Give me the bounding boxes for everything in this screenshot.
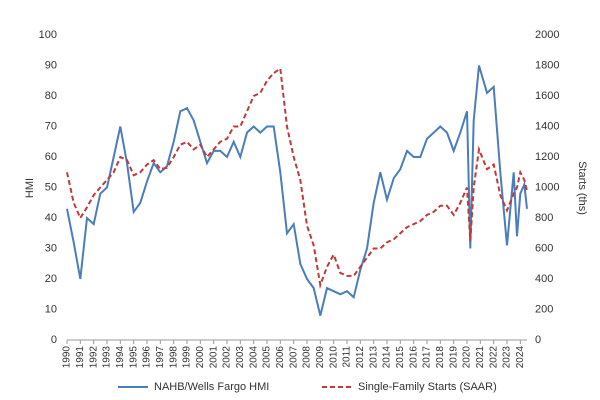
- x-tick-label: 1995: [128, 346, 139, 369]
- x-tick-label: 2023: [502, 346, 513, 369]
- x-tick-label: 2000: [195, 346, 206, 369]
- y-tick-label: 90: [45, 59, 57, 71]
- x-tick-label: 2005: [262, 346, 273, 369]
- y-tick-label: 40: [45, 212, 57, 224]
- series-line: [66, 66, 528, 290]
- y-tick-label: 0: [51, 334, 57, 346]
- legend-label: NAHB/Wells Fargo HMI: [154, 381, 269, 393]
- x-tick-label: 1996: [142, 346, 153, 369]
- y-tick-label: 20: [45, 273, 57, 285]
- x-tick-label: 2014: [382, 346, 393, 369]
- x-tick-label: 2008: [302, 346, 313, 369]
- y2-tick-label: 400: [535, 273, 553, 285]
- y2-tick-label: 1800: [535, 59, 559, 71]
- y2-axis-title: Starts (ths): [576, 161, 588, 215]
- x-tick-label: 1997: [155, 346, 166, 369]
- x-tick-label: 2009: [315, 346, 326, 369]
- x-tick-label: 1994: [115, 346, 126, 369]
- x-tick-label: 2006: [275, 346, 286, 369]
- x-tick-label: 1993: [102, 346, 113, 369]
- x-tick-label: 2021: [475, 346, 486, 369]
- y2-tick-label: 800: [535, 212, 553, 224]
- x-tick-label: 1998: [168, 346, 179, 369]
- y-tick-label: 30: [45, 242, 57, 254]
- y2-tick-label: 1600: [535, 90, 559, 102]
- x-tick-label: 1991: [75, 346, 86, 369]
- x-tick-label: 2020: [462, 346, 473, 369]
- y-tick-label: 10: [45, 303, 57, 315]
- x-tick-label: 2016: [408, 346, 419, 369]
- y2-tick-label: 1000: [535, 181, 559, 193]
- x-tick-label: 2013: [368, 346, 379, 369]
- y2-tick-label: 2000: [535, 29, 559, 41]
- x-tick-label: 2022: [488, 346, 499, 369]
- x-tick-label: 2012: [355, 346, 366, 369]
- y-tick-label: 70: [45, 120, 57, 132]
- x-tick-label: 2019: [448, 346, 459, 369]
- y2-tick-label: 1200: [535, 151, 559, 163]
- series-line: [66, 65, 528, 316]
- x-tick-label: 2002: [222, 346, 233, 369]
- y2-tick-label: 1400: [535, 120, 559, 132]
- x-tick-label: 2001: [208, 346, 219, 369]
- y-tick-label: 100: [39, 29, 57, 41]
- x-tick-label: 1992: [88, 346, 99, 369]
- x-tick-label: 2003: [235, 346, 246, 369]
- x-tick-label: 2004: [248, 346, 259, 369]
- legend-label: Single-Family Starts (SAAR): [358, 381, 497, 393]
- x-tick-label: 2017: [422, 346, 433, 369]
- x-tick-label: 2007: [288, 346, 299, 369]
- x-tick-label: 1999: [182, 346, 193, 369]
- y2-tick-label: 200: [535, 303, 553, 315]
- x-tick-label: 2010: [328, 346, 339, 369]
- y2-tick-label: 600: [535, 242, 553, 254]
- x-tick-label: 2011: [342, 346, 353, 368]
- y-tick-label: 60: [45, 151, 57, 163]
- x-tick-label: 2015: [395, 346, 406, 369]
- y-tick-label: 80: [45, 90, 57, 102]
- y-tick-label: 50: [45, 181, 57, 193]
- y2-tick-label: 0: [535, 334, 541, 346]
- x-tick-label: 2024: [515, 346, 526, 369]
- x-tick-label: 1990: [62, 346, 73, 369]
- x-tick-label: 2018: [435, 346, 446, 369]
- y-axis-title: HMI: [24, 178, 36, 198]
